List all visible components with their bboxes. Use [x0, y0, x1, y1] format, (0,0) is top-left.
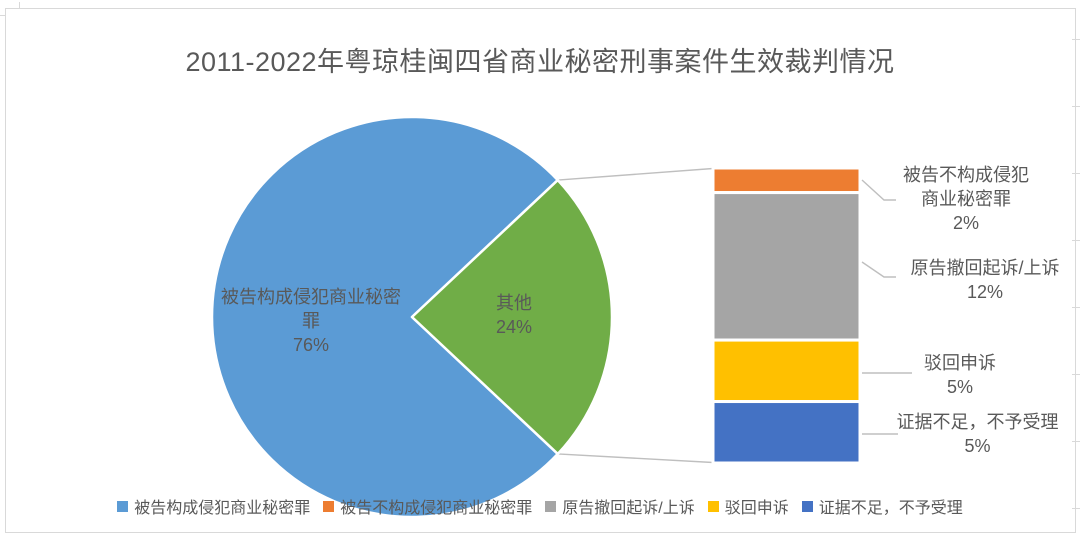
pie-slice-guilty [210, 115, 560, 519]
bar-segment-0 [711, 166, 862, 195]
chart-title: 2011-2022年粤琼桂闽四省商业秘密刑事案件生效裁判情况 [185, 47, 895, 77]
legend-label-withdrawn: 原告撤回起诉/上诉 [562, 500, 695, 517]
legend-label-not-guilty: 被告不构成侵犯商业秘密罪 [340, 500, 533, 517]
connector-line-top [557, 167, 714, 181]
legend-item-withdrawn: 原告撤回起诉/上诉 [545, 494, 695, 518]
bar-label-not-guilty-value: 2% [952, 213, 979, 233]
pie-label-guilty: 被告构成侵犯商业秘密 罪 76% [214, 285, 408, 357]
legend-marker-guilty [117, 500, 129, 512]
legend-marker-withdrawn [545, 500, 557, 512]
legend-item-rejected-appeal: 驳回申诉 [707, 494, 789, 518]
bar-label-withdrawn-line1: 原告撤回起诉/上诉 [910, 258, 1060, 278]
chart-legend: 被告构成侵犯商业秘密罪 被告不构成侵犯商业秘密罪 原告撤回起诉/上诉 驳回申诉 … [0, 494, 1080, 518]
pie-label-guilty-line2: 罪 [302, 311, 320, 331]
pie-label-guilty-value: 76% [292, 335, 330, 355]
legend-item-not-guilty: 被告不构成侵犯商业秘密罪 [323, 494, 532, 518]
pie-label-other-line1: 其他 [496, 293, 532, 313]
bar-segment-1 [711, 191, 862, 342]
legend-marker-not-guilty [323, 500, 335, 512]
bar-label-not-guilty: 被告不构成侵犯 商业秘密罪 2% [876, 163, 1056, 235]
bar-label-rejected-appeal-line1: 驳回申诉 [924, 353, 996, 373]
bar-label-rejected-appeal: 驳回申诉 5% [880, 351, 1040, 399]
leader-line-not-guilty [861, 179, 896, 201]
legend-label-rejected-appeal: 驳回申诉 [724, 500, 789, 517]
chart-frame [5, 8, 1076, 533]
pie-label-other-value: 24% [495, 317, 533, 337]
legend-label-guilty: 被告构成侵犯商业秘密罪 [134, 500, 311, 517]
bar-label-insufficient-evidence: 证据不足，不予受理 5% [870, 410, 1080, 458]
bar-segment-3 [711, 400, 862, 465]
legend-label-insufficient-evidence: 证据不足，不予受理 [818, 500, 963, 517]
legend-item-insufficient-evidence: 证据不足，不予受理 [801, 494, 963, 518]
connector-line-bottom [557, 453, 714, 464]
bar-label-not-guilty-line2: 商业秘密罪 [921, 189, 1011, 209]
legend-marker-rejected-appeal [707, 500, 719, 512]
bar-label-rejected-appeal-value: 5% [946, 377, 973, 397]
legend-item-guilty: 被告构成侵犯商业秘密罪 [117, 494, 310, 518]
pie-slice-other [410, 178, 614, 456]
pie-label-guilty-line1: 被告构成侵犯商业秘密 [221, 287, 401, 307]
pie-label-other: 其他 24% [464, 291, 564, 339]
legend-marker-insufficient-evidence [801, 500, 813, 512]
bar-label-withdrawn-value: 12% [966, 282, 1004, 302]
bar-label-withdrawn: 原告撤回起诉/上诉 12% [873, 256, 1080, 304]
bar-label-insufficient-evidence-line1: 证据不足，不予受理 [896, 412, 1059, 432]
leader-line-withdrawn [861, 261, 896, 278]
bar-label-insufficient-evidence-value: 5% [964, 436, 991, 456]
bar-segment-2 [711, 338, 862, 404]
bar-label-not-guilty-line1: 被告不构成侵犯 [903, 165, 1029, 185]
